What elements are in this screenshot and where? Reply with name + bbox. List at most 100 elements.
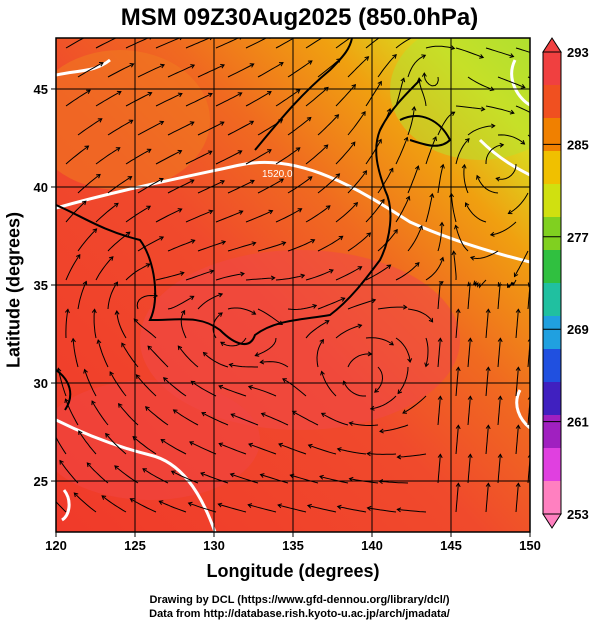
y-tick-label: 45 [34,82,48,97]
streamline-arrow [476,174,481,180]
streamline [197,64,225,78]
streamline-arrow [417,33,421,37]
streamline-arrow [320,370,325,376]
streamline [379,424,409,432]
streamline [402,395,427,414]
streamline [407,54,426,78]
streamline [65,145,89,165]
streamline [65,254,81,281]
streamline [515,309,519,339]
streamline-arrow [497,453,503,459]
streamline [230,473,259,484]
streamline-arrow [127,176,133,181]
streamline [497,76,525,89]
streamline-arrow [450,111,456,116]
streamline-arrow [146,205,152,211]
streamline-arrow [473,280,478,286]
x-tick-label: 130 [203,538,225,553]
streamline-arrow [248,442,254,448]
colorbar-band [543,382,561,416]
streamline-arrow [145,263,151,268]
streamline [275,274,305,281]
colorbar-band [543,250,561,284]
streamline-arrow [158,177,164,183]
streamline-arrow [97,118,103,123]
streamline [132,436,157,455]
streamline-arrow [366,505,372,511]
streamline [455,425,459,455]
streamline-arrow [366,451,372,457]
streamline-arrow [402,304,408,310]
streamline-arrow [490,123,496,129]
streamline [485,309,489,339]
streamline [227,242,256,252]
streamline-arrow [489,86,495,92]
streamline [335,84,356,107]
streamline-arrow [190,380,196,386]
streamline [365,38,380,49]
streamline [215,273,245,281]
streamline [245,277,275,281]
colorbar-label: 277 [567,230,589,245]
streamline [107,119,133,136]
streamline-arrow [513,272,519,278]
streamline-arrow [439,256,445,262]
streamline-arrow [180,309,186,315]
streamline [257,178,284,194]
streamline [155,93,183,107]
streamline-arrow [200,471,205,477]
streamline-arrow [392,54,397,59]
streamline-arrow [254,352,260,357]
streamline-arrow [240,271,245,277]
credit-drawing: Drawing by DCL (https://www.gfd-dennou.o… [149,594,450,606]
streamline-arrow [495,176,501,182]
streamline [347,111,366,136]
streamline-arrow [146,148,152,154]
streamline [255,337,277,357]
streamline-arrow [307,443,313,449]
streamline-arrow [189,441,194,446]
streamline [145,406,169,426]
streamline-arrow [247,503,253,508]
streamline-arrow [159,236,165,241]
streamline-arrow [437,395,443,401]
streamline [218,503,247,513]
streamline-arrow [78,430,83,436]
streamline-arrow [325,205,331,210]
streamline-arrow [220,180,225,185]
streamline-arrow [208,209,214,215]
streamline [167,64,195,78]
streamline-arrow [229,472,235,478]
streamline-arrow [439,221,445,227]
streamline [497,454,501,484]
streamline [160,439,187,455]
streamline [407,165,419,194]
streamline [73,492,97,513]
streamline-arrow [520,140,526,145]
streamline [455,105,485,110]
streamline-arrow [142,468,148,473]
streamline-arrow [279,178,285,183]
streamline-arrow [455,424,461,430]
streamline [379,480,409,484]
streamline [180,310,187,339]
streamline [275,89,301,107]
streamline-arrow [251,241,257,247]
streamline-arrow [218,312,223,317]
streamline-arrow [421,72,427,77]
streamline [65,200,87,223]
streamline-arrow [356,31,360,35]
streamline [515,367,519,397]
streamline-arrow [451,250,457,256]
streamline-arrow [364,56,370,61]
streamline [287,176,313,194]
streamline [248,386,277,397]
streamline-arrow [282,378,287,383]
streamline-arrow [83,368,88,374]
streamline [167,121,195,136]
streamline-arrow [237,150,243,155]
colorbar-label: 253 [567,507,589,522]
streamline-arrow [515,424,521,430]
streamline-arrow [416,77,422,82]
